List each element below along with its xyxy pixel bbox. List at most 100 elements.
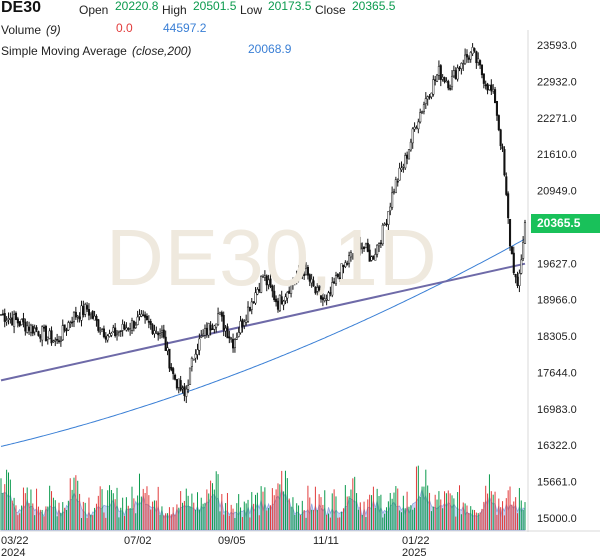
candle-body (299, 271, 302, 274)
volume-bar (292, 497, 294, 530)
candle-body (222, 315, 225, 330)
volume-histogram (0, 465, 526, 531)
candle-body (435, 74, 439, 82)
candle-body (357, 242, 360, 245)
candle-body (89, 312, 92, 315)
candle-body (379, 242, 382, 245)
volume-bar (500, 507, 502, 530)
volume-bar (11, 500, 13, 530)
candle-body (241, 319, 244, 327)
candle-body (482, 73, 485, 84)
volume-bar (417, 465, 419, 530)
volume-bar (198, 509, 200, 530)
volume-bar (206, 489, 208, 530)
volume-bar (268, 508, 270, 530)
symbol-name[interactable]: DE30 (1, 0, 42, 16)
volume-bar (247, 499, 249, 530)
candle-body (520, 259, 523, 274)
volume-bar (483, 501, 485, 530)
volume-bar (240, 507, 242, 530)
volume-label: Volume (1, 23, 42, 37)
candle-body (207, 323, 210, 336)
volume-bar (421, 486, 423, 530)
volume-bar (313, 510, 315, 530)
candle-body (409, 141, 412, 151)
volume-bar (64, 507, 66, 530)
candle-body (261, 276, 265, 278)
volume-bar (118, 517, 120, 530)
candle-body (447, 81, 450, 89)
volume-bar (502, 501, 504, 530)
volume-bar (101, 489, 103, 530)
volume-bar (150, 509, 152, 530)
volume-bar (410, 505, 412, 530)
price-axis[interactable]: 23593.0 22932.0 22271.0 21610.0 20949.0 19627… (527, 30, 577, 532)
volume-bar (71, 489, 73, 530)
candle-body (275, 298, 278, 303)
volume-bar (230, 504, 232, 530)
candle-body (86, 305, 89, 310)
volume-bar (344, 485, 346, 530)
candle-body (232, 339, 235, 349)
candle-body (342, 264, 345, 268)
candle-body (93, 315, 96, 321)
volume-bar (346, 496, 348, 530)
volume-bar (152, 501, 154, 530)
price-tick-label: 16983.0 (537, 404, 577, 416)
candle-body (271, 285, 274, 292)
candle-body (323, 298, 326, 301)
volume-bar (496, 514, 498, 530)
candle-body (346, 263, 349, 265)
candle-body (439, 65, 442, 80)
volume-bar (256, 492, 258, 530)
volume-bar (255, 494, 257, 530)
candle-body (430, 92, 433, 98)
volume-bar (415, 466, 417, 530)
volume-bar (208, 493, 210, 530)
candle-body (441, 76, 444, 80)
volume-bar (406, 491, 408, 530)
volume-bar (488, 474, 490, 530)
volume-bar (423, 486, 425, 530)
candle-body (226, 326, 229, 339)
trendline[interactable] (0, 262, 526, 382)
volume-bar (133, 498, 135, 530)
volume-bar (49, 485, 51, 530)
volume-bar (408, 506, 410, 530)
sma-line (0, 238, 526, 447)
volume-bar (359, 502, 361, 530)
volume-bar (200, 497, 202, 530)
candle-body (74, 311, 77, 318)
volume-bar (451, 495, 453, 530)
volume-bar (213, 489, 215, 530)
candle-body (329, 292, 332, 294)
candle-body (76, 315, 79, 318)
candle-body (7, 318, 10, 320)
legend-panel: DE30 Open 20220.8 High 20501.5 Low 20173… (0, 0, 528, 62)
candle-body (162, 329, 165, 338)
candle-body (424, 98, 427, 104)
candle-body (170, 367, 173, 371)
volume-bar (120, 507, 122, 530)
candle-body (48, 330, 51, 339)
candle-body (465, 54, 469, 58)
volume-bar (311, 509, 313, 530)
candle-body (359, 242, 362, 250)
candle-body (273, 290, 276, 301)
volume-bar (326, 514, 328, 530)
candle-body (237, 332, 240, 337)
volume-bar (13, 497, 15, 530)
volume-bar (56, 516, 58, 530)
sma-param: (close,200) (132, 44, 192, 58)
candle-body (398, 167, 401, 181)
candle-body (5, 320, 8, 323)
candle-body (59, 340, 62, 342)
volume-bar (365, 517, 367, 530)
volume-bar (4, 484, 6, 530)
candle-body (265, 275, 268, 286)
volume-bar (37, 506, 39, 530)
volume-bar (88, 497, 90, 530)
candle-body (308, 274, 311, 282)
